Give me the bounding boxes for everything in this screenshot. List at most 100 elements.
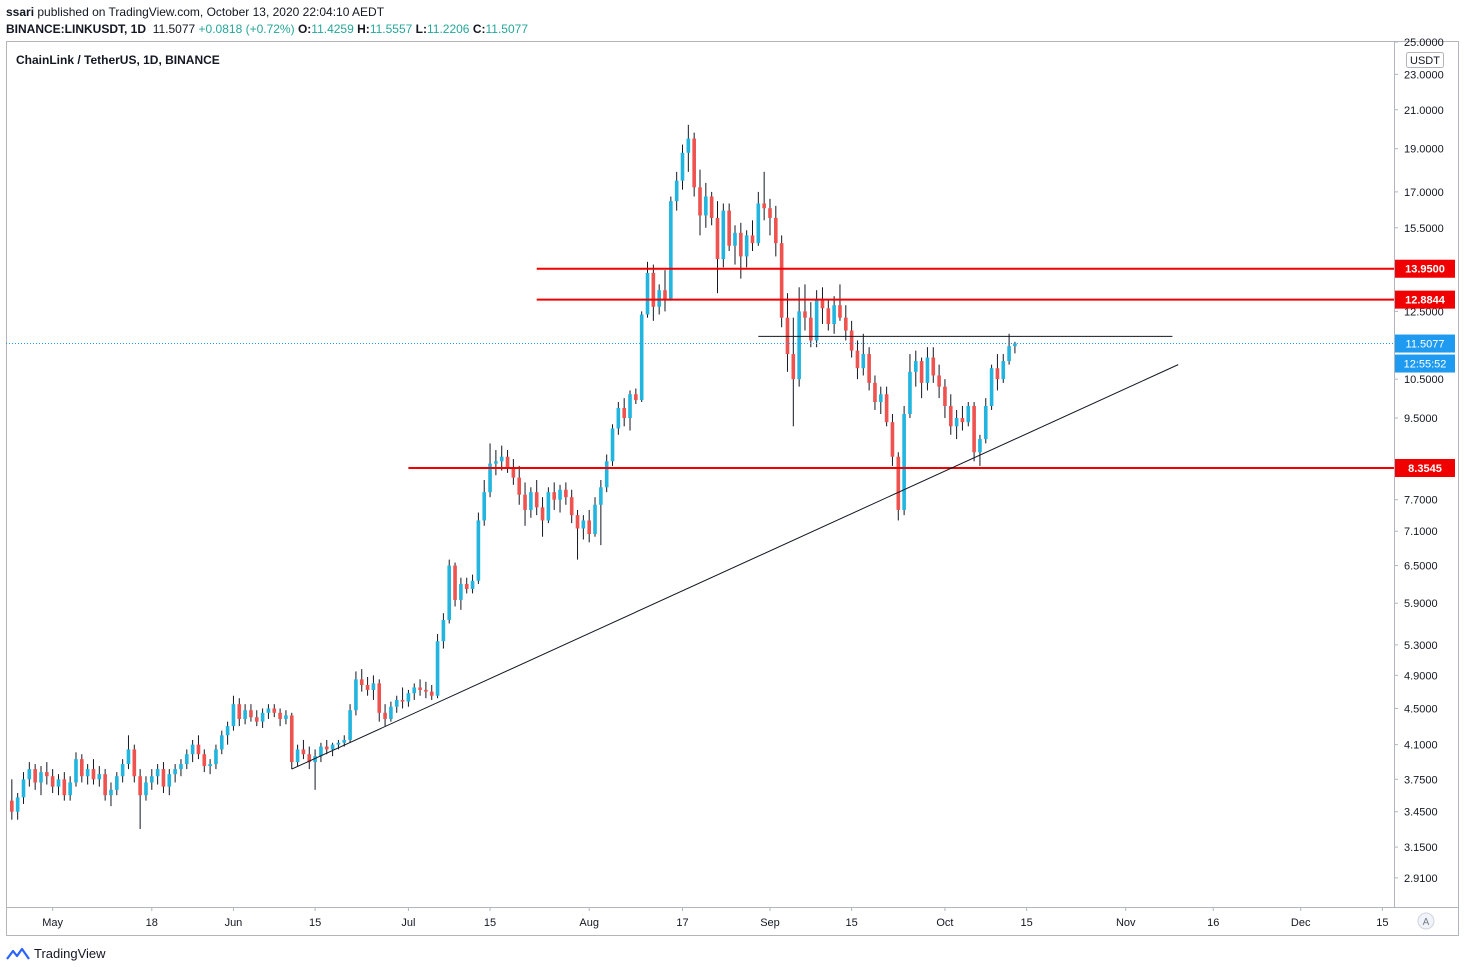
candle[interactable] [774, 205, 778, 257]
candle[interactable] [319, 742, 323, 763]
candle[interactable] [301, 739, 306, 760]
candle[interactable] [470, 574, 475, 594]
candle[interactable] [354, 671, 358, 716]
candle[interactable] [126, 735, 131, 770]
time-axis[interactable]: May 18 Jun 15 Jul 15 Aug 17 Sep 15 Oct 15 Nov 16 Dec 15 [42, 907, 1388, 929]
candle[interactable] [184, 749, 189, 770]
candle[interactable] [943, 379, 947, 419]
candle[interactable] [931, 347, 936, 383]
candle[interactable] [389, 701, 393, 722]
candle[interactable] [249, 704, 253, 722]
candle[interactable] [1001, 354, 1006, 383]
candle[interactable] [190, 739, 195, 763]
candle[interactable] [418, 679, 422, 696]
candle[interactable] [435, 634, 440, 699]
candle[interactable] [499, 445, 504, 471]
candle[interactable] [488, 443, 492, 498]
candle[interactable] [196, 735, 201, 760]
candle[interactable] [762, 171, 766, 221]
candle[interactable] [680, 144, 685, 190]
candle[interactable] [494, 450, 498, 476]
candle[interactable] [599, 480, 603, 546]
candle[interactable] [114, 772, 119, 796]
candle[interactable] [348, 704, 352, 743]
candle[interactable] [120, 759, 125, 783]
candle[interactable] [785, 293, 790, 372]
candle[interactable] [808, 302, 813, 348]
candle[interactable] [995, 354, 1000, 391]
candle[interactable] [558, 484, 562, 513]
candle[interactable] [1007, 333, 1011, 365]
candle[interactable] [896, 452, 901, 521]
candle[interactable] [750, 220, 755, 252]
candle[interactable] [529, 487, 533, 518]
candle[interactable] [365, 676, 370, 696]
candle[interactable] [791, 317, 796, 427]
candle[interactable] [400, 687, 405, 709]
candle[interactable] [429, 685, 434, 700]
candle[interactable] [954, 409, 959, 440]
candle[interactable] [68, 776, 72, 801]
candle[interactable] [447, 559, 452, 624]
candle[interactable] [674, 171, 679, 211]
candle[interactable] [727, 203, 731, 252]
candle[interactable] [721, 203, 726, 268]
candle[interactable] [307, 746, 312, 770]
candle[interactable] [21, 772, 26, 804]
candle[interactable] [45, 762, 49, 785]
candle[interactable] [948, 394, 953, 435]
candle[interactable] [686, 124, 691, 172]
candle[interactable] [284, 710, 288, 725]
candle[interactable] [581, 515, 586, 540]
candle[interactable] [50, 769, 55, 794]
candle[interactable] [820, 287, 825, 325]
candle[interactable] [243, 704, 247, 725]
symbol-label[interactable]: BINANCE:LINKUSDT, 1D [6, 22, 147, 36]
auto-scale-button[interactable] [1417, 912, 1435, 930]
candle[interactable] [744, 230, 749, 268]
candle[interactable] [412, 683, 417, 700]
candle[interactable] [225, 721, 230, 745]
candle[interactable] [33, 764, 37, 790]
candle[interactable] [989, 364, 994, 410]
candle[interactable] [692, 132, 696, 197]
candle[interactable] [978, 434, 982, 466]
candle[interactable] [966, 402, 971, 427]
candle[interactable] [779, 235, 784, 328]
candle[interactable] [161, 762, 166, 794]
candle[interactable] [10, 779, 14, 820]
candle[interactable] [768, 198, 772, 236]
candle[interactable] [925, 347, 930, 391]
candle[interactable] [890, 413, 895, 466]
candle[interactable] [913, 350, 918, 387]
candle[interactable] [873, 375, 877, 410]
candle[interactable] [919, 357, 924, 399]
candle[interactable] [453, 562, 457, 607]
candle[interactable] [74, 752, 78, 787]
candle[interactable] [56, 774, 61, 796]
candle[interactable] [540, 497, 545, 537]
candle[interactable] [109, 782, 113, 807]
candle[interactable] [313, 749, 317, 790]
candle[interactable] [937, 364, 941, 399]
candle[interactable] [843, 305, 848, 341]
candle[interactable] [103, 769, 107, 801]
candle[interactable] [575, 509, 580, 560]
candle[interactable] [424, 681, 428, 699]
candle[interactable] [324, 739, 329, 755]
candle[interactable] [517, 465, 522, 505]
candle[interactable] [202, 749, 207, 773]
candle[interactable] [132, 744, 137, 783]
candle[interactable] [634, 388, 638, 404]
candle[interactable] [628, 390, 632, 431]
candle[interactable] [260, 708, 265, 728]
candle[interactable] [983, 398, 988, 444]
candle[interactable] [739, 222, 743, 279]
candle[interactable] [85, 764, 90, 785]
candle[interactable] [803, 284, 807, 331]
candle[interactable] [476, 512, 481, 584]
candle[interactable] [464, 577, 469, 594]
candle[interactable] [219, 730, 224, 755]
candle[interactable] [902, 405, 906, 516]
candle[interactable] [149, 769, 154, 790]
